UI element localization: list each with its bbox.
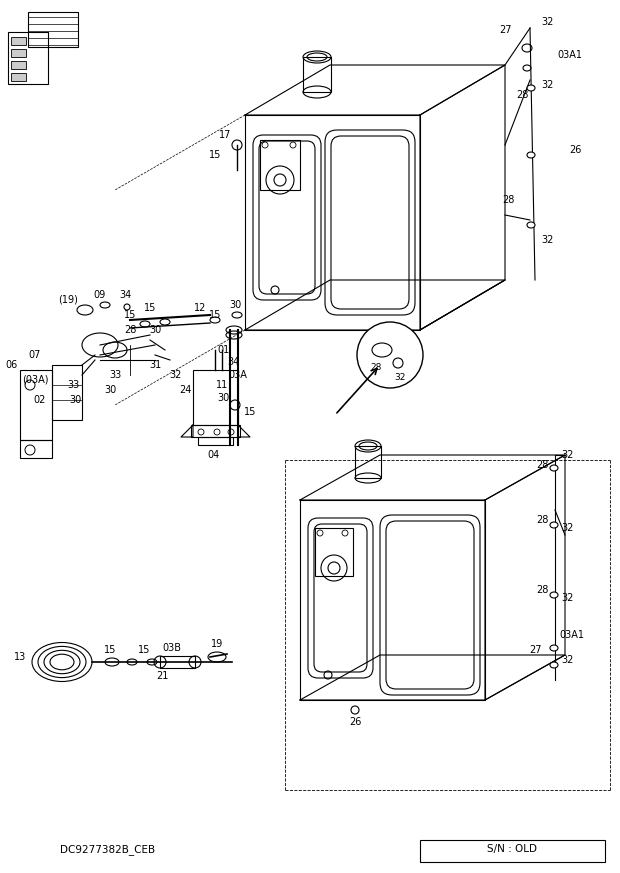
- Text: 32: 32: [562, 655, 574, 665]
- Text: 32: 32: [542, 235, 554, 245]
- Text: 26: 26: [349, 717, 361, 727]
- Text: 27: 27: [529, 645, 541, 655]
- Bar: [420, 840, 605, 862]
- Text: 15: 15: [209, 150, 221, 160]
- Text: 21: 21: [156, 671, 168, 681]
- Ellipse shape: [550, 522, 558, 528]
- Bar: [303, 57, 331, 92]
- Text: 28: 28: [536, 515, 548, 525]
- Text: 15: 15: [209, 310, 221, 320]
- Ellipse shape: [527, 152, 535, 158]
- Bar: [28, 12, 78, 47]
- Bar: [198, 437, 233, 445]
- Text: 28: 28: [502, 195, 514, 205]
- Text: DC9277382B_CEB: DC9277382B_CEB: [60, 844, 155, 856]
- Bar: [160, 656, 195, 668]
- Text: 04: 04: [207, 450, 219, 460]
- Text: 32: 32: [541, 17, 553, 27]
- Text: 01: 01: [217, 345, 229, 355]
- Circle shape: [357, 322, 423, 388]
- Bar: [260, 140, 300, 190]
- Text: 33: 33: [67, 380, 79, 390]
- Text: 34: 34: [119, 290, 131, 300]
- Text: 15: 15: [124, 310, 136, 320]
- Bar: [8, 32, 48, 84]
- Text: 02: 02: [34, 395, 46, 405]
- Text: 17: 17: [219, 130, 231, 140]
- Text: 32: 32: [541, 80, 553, 90]
- Bar: [52, 365, 82, 420]
- Bar: [11, 49, 26, 57]
- Text: 26: 26: [569, 145, 581, 155]
- Text: 03A1: 03A1: [557, 50, 583, 60]
- Text: 09: 09: [94, 290, 106, 300]
- Bar: [20, 370, 52, 440]
- Ellipse shape: [550, 592, 558, 598]
- Text: 28: 28: [536, 460, 548, 470]
- Text: 30: 30: [104, 385, 116, 395]
- Text: 28: 28: [536, 585, 548, 595]
- Bar: [315, 528, 353, 576]
- Text: 30: 30: [149, 325, 161, 335]
- Text: 15: 15: [144, 303, 156, 313]
- Text: 28: 28: [124, 325, 136, 335]
- Text: 34: 34: [227, 357, 239, 367]
- Ellipse shape: [527, 222, 535, 228]
- Bar: [11, 61, 26, 69]
- Ellipse shape: [550, 465, 558, 471]
- Bar: [11, 73, 26, 81]
- Text: 15: 15: [104, 645, 116, 655]
- Bar: [20, 440, 52, 458]
- Bar: [245, 115, 420, 330]
- Text: 28: 28: [370, 362, 382, 372]
- Bar: [355, 446, 381, 478]
- Text: 15: 15: [138, 645, 150, 655]
- Ellipse shape: [550, 662, 558, 668]
- Text: 03B: 03B: [162, 643, 182, 653]
- Bar: [193, 370, 238, 425]
- Text: 27: 27: [498, 25, 511, 35]
- Text: 03A1: 03A1: [559, 630, 585, 640]
- Text: 31: 31: [149, 360, 161, 370]
- Text: 28: 28: [516, 90, 528, 100]
- Bar: [300, 500, 485, 700]
- Ellipse shape: [550, 645, 558, 651]
- Text: 12: 12: [194, 303, 206, 313]
- Text: 33: 33: [109, 370, 121, 380]
- Text: 32: 32: [562, 593, 574, 603]
- Bar: [191, 425, 240, 437]
- Text: 03A: 03A: [229, 370, 247, 380]
- Text: 11: 11: [216, 380, 228, 390]
- Text: 32: 32: [562, 523, 574, 533]
- Text: 06: 06: [6, 360, 18, 370]
- Text: 32: 32: [169, 370, 181, 380]
- Text: (03A): (03A): [22, 375, 48, 385]
- Text: 30: 30: [217, 393, 229, 403]
- Text: 32: 32: [394, 373, 405, 382]
- Text: 30: 30: [69, 395, 81, 405]
- Text: (19): (19): [58, 295, 78, 305]
- Text: 13: 13: [14, 652, 26, 662]
- Text: 15: 15: [244, 407, 256, 417]
- Text: S/N : OLD: S/N : OLD: [487, 844, 537, 854]
- Text: 32: 32: [562, 450, 574, 460]
- Text: 07: 07: [29, 350, 41, 360]
- Bar: [11, 37, 26, 45]
- Text: 19: 19: [211, 639, 223, 649]
- Text: 30: 30: [229, 300, 241, 310]
- Text: 24: 24: [179, 385, 191, 395]
- Ellipse shape: [527, 85, 535, 91]
